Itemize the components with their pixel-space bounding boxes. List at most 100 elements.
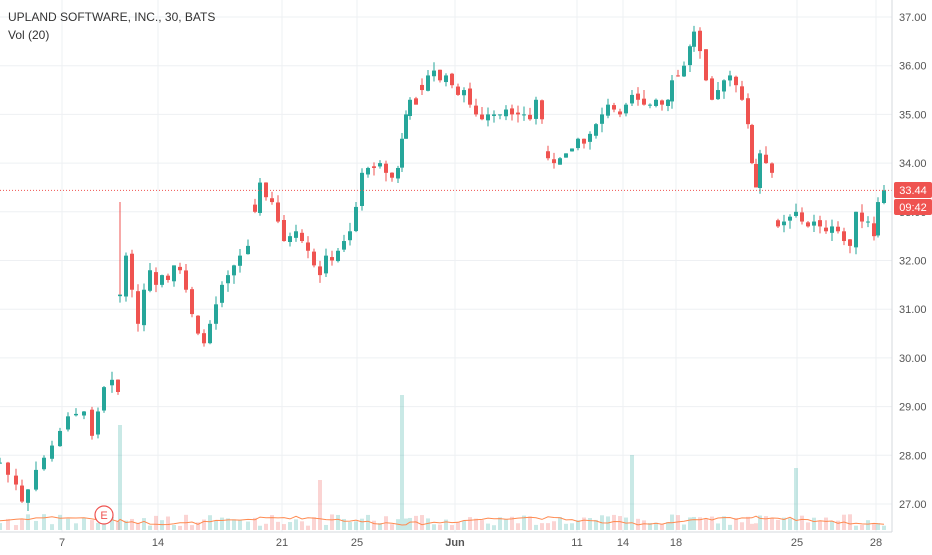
volume-bar bbox=[504, 519, 508, 530]
volume-indicator-title[interactable]: Vol (20) bbox=[8, 28, 50, 42]
volume-bar bbox=[510, 516, 514, 530]
candle-body bbox=[360, 172, 364, 206]
candle-body bbox=[534, 99, 538, 119]
volume-bar bbox=[420, 515, 424, 530]
volume-bar bbox=[6, 518, 10, 530]
price-tick-label: 31.00 bbox=[899, 304, 927, 316]
candle-body bbox=[312, 251, 316, 266]
volume-bar bbox=[360, 518, 364, 530]
candle-body bbox=[788, 216, 792, 221]
candle-body bbox=[746, 98, 750, 125]
volume-bar bbox=[432, 524, 436, 530]
candle-body bbox=[624, 104, 628, 114]
candle-body bbox=[226, 275, 230, 284]
candle-body bbox=[594, 124, 598, 136]
volume-bar bbox=[74, 523, 78, 530]
price-axis[interactable]: 27.0028.0029.0030.0031.0032.0033.0034.00… bbox=[899, 12, 927, 511]
candle-body bbox=[178, 266, 182, 271]
grid-lines bbox=[0, 0, 892, 532]
last-price-tag: 33.44 bbox=[894, 182, 932, 198]
candle-body bbox=[848, 239, 852, 246]
volume-bar bbox=[788, 518, 792, 530]
volume-bar bbox=[116, 521, 120, 530]
candle-body bbox=[486, 114, 490, 121]
volume-bar bbox=[836, 520, 840, 530]
volume-bar bbox=[770, 518, 774, 530]
candle-body bbox=[246, 245, 250, 255]
candle-body bbox=[214, 304, 218, 324]
candle-body bbox=[160, 275, 164, 285]
chart-legend: UPLAND SOFTWARE, INC., 30, BATS Vol (20) bbox=[8, 8, 215, 44]
volume-bar bbox=[148, 525, 152, 530]
candle-body bbox=[336, 250, 340, 262]
volume-bars bbox=[0, 395, 886, 530]
earnings-icon[interactable] bbox=[94, 505, 114, 525]
volume-bar bbox=[118, 425, 122, 530]
candle-body bbox=[190, 289, 194, 315]
volume-bar bbox=[740, 522, 744, 530]
candle-body bbox=[390, 172, 394, 178]
volume-bar bbox=[516, 523, 520, 530]
earnings-marker[interactable]: E bbox=[94, 505, 114, 525]
volume-bar bbox=[782, 517, 786, 530]
candle-body bbox=[96, 411, 100, 435]
candle-body bbox=[462, 90, 466, 96]
volume-bar bbox=[800, 515, 804, 530]
time-tick-label: 14 bbox=[152, 537, 164, 549]
time-tick-label: 25 bbox=[351, 537, 363, 549]
candle-body bbox=[130, 253, 134, 290]
candle-body bbox=[408, 99, 412, 117]
volume-bar bbox=[750, 523, 754, 530]
candle-body bbox=[74, 413, 78, 416]
volume-bar bbox=[66, 518, 70, 530]
candle-body bbox=[776, 220, 780, 227]
candle-body bbox=[342, 241, 346, 250]
volume-bar bbox=[576, 520, 580, 530]
volume-bar bbox=[704, 518, 708, 530]
volume-bar bbox=[58, 514, 62, 530]
bar-countdown-tag: 09:42 bbox=[894, 199, 932, 215]
volume-bar bbox=[196, 522, 200, 530]
volume-bar bbox=[812, 517, 816, 530]
volume-bar bbox=[794, 468, 798, 530]
volume-bar bbox=[692, 516, 696, 530]
volume-bar bbox=[330, 514, 334, 530]
candle-body bbox=[438, 69, 442, 81]
volume-bar bbox=[288, 522, 292, 530]
volume-bar bbox=[746, 516, 750, 530]
time-tick-label: 11 bbox=[571, 537, 582, 549]
candle-body bbox=[306, 242, 310, 251]
candle-body bbox=[570, 148, 574, 152]
candle-body bbox=[636, 93, 640, 100]
candle-body bbox=[400, 138, 404, 168]
candle-body bbox=[876, 202, 880, 236]
candle-body bbox=[824, 227, 828, 232]
candle-body bbox=[14, 475, 18, 485]
volume-bar bbox=[20, 519, 24, 530]
candle-body bbox=[764, 154, 768, 164]
price-tick-label: 36.00 bbox=[899, 61, 927, 73]
volume-bar bbox=[480, 520, 484, 530]
candle-body bbox=[492, 114, 496, 116]
candle-body bbox=[110, 379, 114, 386]
volume-bar bbox=[253, 517, 257, 530]
volume-bar bbox=[306, 525, 310, 530]
candle-body bbox=[688, 46, 692, 66]
time-axis[interactable]: 7 14 21 25 Jun 11 14 18 25 28 bbox=[59, 537, 882, 549]
volume-bar bbox=[142, 518, 146, 530]
candle-body bbox=[202, 333, 206, 344]
volume-bar bbox=[546, 523, 550, 530]
candle-body bbox=[420, 84, 424, 91]
candle-body bbox=[404, 114, 408, 139]
volume-bar bbox=[202, 519, 206, 530]
candle-body bbox=[830, 226, 834, 233]
bar-countdown-label: 09:42 bbox=[899, 202, 927, 214]
candle-body bbox=[510, 108, 514, 115]
candle-body bbox=[354, 206, 358, 232]
symbol-title[interactable]: UPLAND SOFTWARE, INC., 30, BATS bbox=[8, 10, 216, 24]
candle-body bbox=[698, 30, 702, 52]
candle-body bbox=[384, 163, 388, 173]
time-tick-label: Jun bbox=[445, 537, 465, 549]
